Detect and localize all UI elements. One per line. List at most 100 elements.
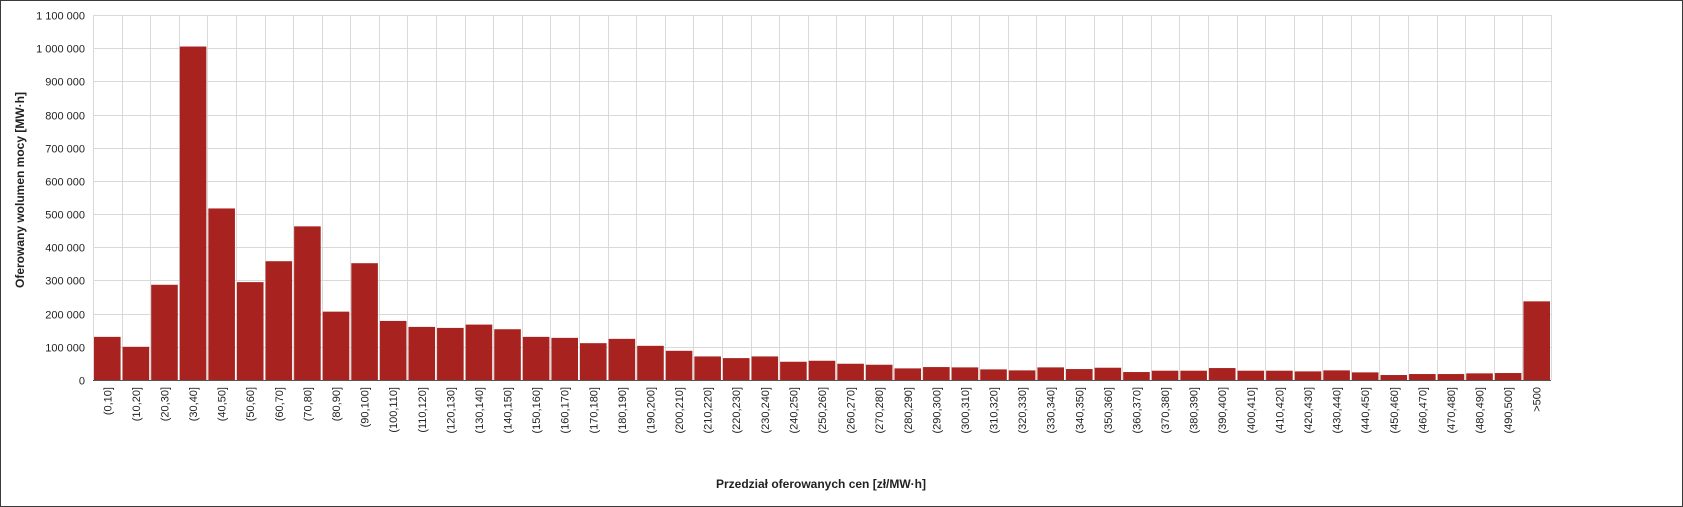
x-tick-label: (240,250]	[788, 387, 800, 433]
bar	[865, 364, 893, 380]
x-tick-label: (330,340]	[1046, 387, 1058, 433]
bar	[1180, 370, 1207, 380]
x-tick-label: >500	[1532, 387, 1544, 412]
bar	[551, 337, 578, 380]
y-tick-label: 0	[79, 376, 85, 388]
bar	[122, 346, 150, 380]
x-tick-label: (50,60]	[245, 387, 257, 421]
bar	[1380, 375, 1408, 380]
bar	[951, 367, 979, 380]
bar	[1094, 367, 1122, 380]
bar	[208, 208, 235, 380]
x-tick-label: (30,40]	[188, 387, 200, 421]
bar	[1523, 301, 1550, 380]
bar	[580, 343, 607, 380]
y-tick-label: 900 000	[45, 77, 85, 89]
bar	[780, 361, 807, 380]
y-tick-label: 800 000	[45, 111, 85, 123]
x-tick-label: (260,270]	[846, 387, 858, 433]
x-tick-label: (340,350]	[1074, 387, 1086, 433]
x-tick-label: (180,190]	[617, 387, 629, 433]
y-axis-title: Oferowany wolumen mocy [MW·h]	[13, 92, 27, 288]
x-tick-label: (170,180]	[588, 387, 600, 433]
bar	[94, 336, 121, 380]
bar	[351, 263, 378, 380]
x-tick-label: (270,280]	[874, 387, 886, 433]
bar	[608, 338, 636, 380]
x-tick-label: (400,410]	[1246, 387, 1258, 433]
bar	[1323, 370, 1350, 380]
x-axis-title: Przedział oferowanych cen [zł/MW·h]	[716, 477, 926, 491]
x-tick-labels: (0,10] (10,20] (20,30] (30,40] (40,50] (50,60…	[102, 387, 1543, 433]
y-tick-labels: 0 100 000 200 000 300 000 400 000 500 000 600 …	[36, 11, 85, 388]
bar	[437, 327, 464, 380]
x-tick-label: (210,220]	[703, 387, 715, 433]
bar	[1294, 371, 1322, 380]
bar	[236, 282, 264, 380]
x-tick-label: (20,30]	[159, 387, 171, 421]
x-tick-label: (360,370]	[1131, 387, 1143, 433]
bar	[1466, 373, 1493, 380]
x-tick-label: (440,450]	[1360, 387, 1372, 433]
x-tick-label: (220,230]	[731, 387, 743, 433]
bar	[751, 356, 779, 380]
x-tick-label: (190,200]	[645, 387, 657, 433]
bar	[1008, 370, 1036, 380]
bar	[980, 369, 1007, 380]
x-tick-label: (10,20]	[131, 387, 143, 421]
bar	[1066, 369, 1093, 380]
x-tick-label: (380,390]	[1189, 387, 1201, 433]
x-tick-label: (280,290]	[903, 387, 915, 433]
x-tick-label: (490,500]	[1503, 387, 1515, 433]
x-tick-label: (200,210]	[674, 387, 686, 433]
y-tick-label: 600 000	[45, 177, 85, 189]
x-tick-label: (0,10]	[102, 387, 114, 415]
x-tick-label: (120,130]	[445, 387, 457, 433]
x-tick-label: (130,140]	[474, 387, 486, 433]
x-tick-label: (410,420]	[1274, 387, 1286, 433]
bar	[1123, 372, 1150, 380]
x-tick-label: (320,330]	[1017, 387, 1029, 433]
x-tick-label: (390,400]	[1217, 387, 1229, 433]
bar	[1437, 374, 1465, 380]
x-tick-label: (480,490]	[1475, 387, 1487, 433]
bar	[894, 368, 922, 380]
bar	[265, 261, 293, 380]
x-tick-label: (450,460]	[1389, 387, 1401, 433]
y-tick-label: 1 000 000	[36, 44, 85, 56]
bar	[694, 356, 721, 380]
y-tick-label: 700 000	[45, 144, 85, 156]
x-tick-label: (460,470]	[1417, 387, 1429, 433]
bar	[408, 326, 436, 380]
bar	[837, 363, 864, 380]
y-tick-label: 1 100 000	[36, 11, 85, 23]
x-tick-label: (250,260]	[817, 387, 829, 433]
bar	[1237, 370, 1265, 380]
x-tick-label: (230,240]	[760, 387, 772, 433]
x-tick-label: (290,300]	[931, 387, 943, 433]
x-tick-label: (470,480]	[1446, 387, 1458, 433]
x-tick-label: (40,50]	[217, 387, 229, 421]
y-tick-label: 300 000	[45, 276, 85, 288]
x-tick-label: (70,80]	[302, 387, 314, 421]
bar	[151, 284, 178, 380]
y-tick-label: 400 000	[45, 243, 85, 255]
bar	[1266, 370, 1293, 380]
bar	[1037, 367, 1064, 380]
grid	[93, 15, 1552, 381]
x-tick-label: (150,160]	[531, 387, 543, 433]
x-tick-label: (420,430]	[1303, 387, 1315, 433]
x-tick-label: (310,320]	[989, 387, 1001, 433]
bar	[179, 46, 207, 380]
bar	[1494, 373, 1522, 380]
x-tick-label: (430,440]	[1332, 387, 1344, 433]
x-tick-label: (90,100]	[360, 387, 372, 427]
bar	[465, 324, 493, 380]
bar	[1208, 368, 1236, 380]
bar	[808, 360, 836, 380]
y-tick-label: 500 000	[45, 210, 85, 222]
y-tick-label: 100 000	[45, 343, 85, 355]
x-tick-label: (140,150]	[503, 387, 515, 433]
x-tick-label: (350,360]	[1103, 387, 1115, 433]
